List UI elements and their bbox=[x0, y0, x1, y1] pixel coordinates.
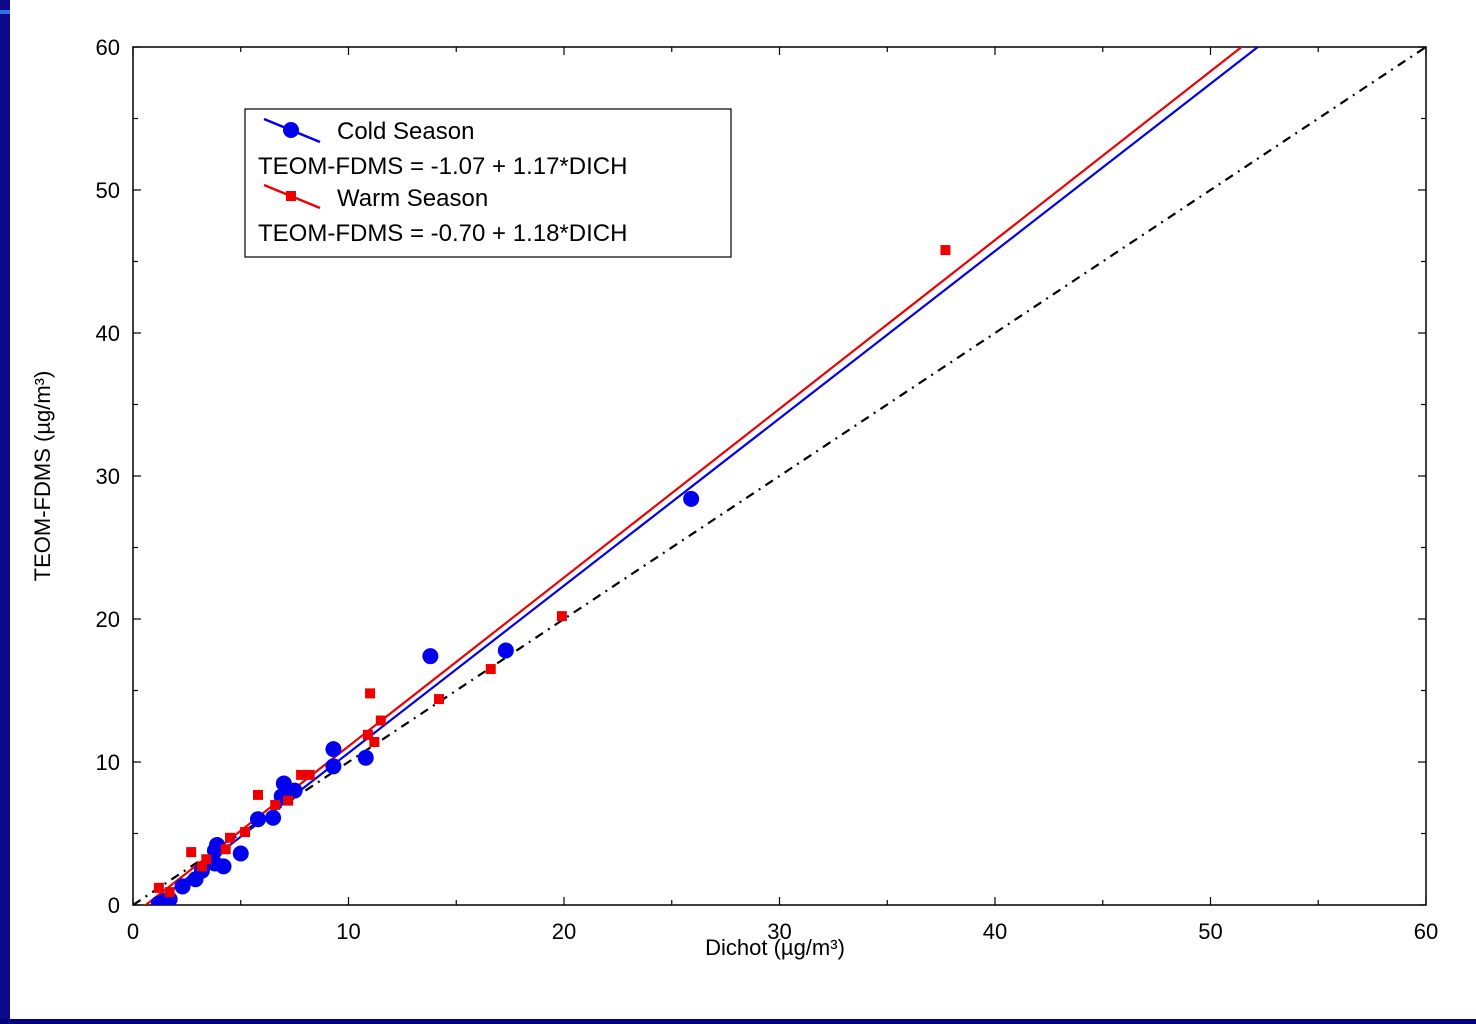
warm-season-point bbox=[362, 729, 373, 740]
scatter-chart: 0 10 20 30 40 50 60 0 10 20 30 40 50 60 Dichot (µg/m³… bbox=[30, 35, 1439, 960]
warm-season-point bbox=[270, 799, 281, 810]
slide-left-stripe bbox=[0, 0, 10, 1019]
warm-season-point bbox=[485, 664, 496, 675]
y-tick-label: 60 bbox=[96, 35, 120, 60]
x-tick-label: 10 bbox=[336, 919, 360, 944]
y-axis-label: TEOM-FDMS (µg/m³) bbox=[30, 371, 55, 582]
x-tick-label: 40 bbox=[983, 919, 1007, 944]
x-tick-label: 30 bbox=[767, 919, 791, 944]
cold-season-point bbox=[357, 749, 374, 766]
warm-season-point bbox=[153, 882, 164, 893]
legend-cold-label: Cold Season bbox=[337, 118, 474, 145]
warm-season-point bbox=[196, 861, 207, 872]
y-tick-label: 10 bbox=[96, 750, 120, 775]
x-tick-label: 0 bbox=[127, 919, 139, 944]
cold-season-point bbox=[422, 648, 439, 665]
fit-lines bbox=[133, 47, 1426, 905]
cold-season-point bbox=[215, 858, 232, 875]
x-tick-label: 50 bbox=[1198, 919, 1222, 944]
warm-season-point bbox=[375, 715, 386, 726]
slide-stripe-accent bbox=[0, 10, 10, 14]
legend-cold-marker bbox=[283, 122, 299, 138]
warm-season-point bbox=[365, 688, 376, 699]
cold-season-point bbox=[232, 845, 249, 862]
cold-season-point bbox=[265, 809, 282, 826]
legend-warm-equation: TEOM-FDMS = -0.70 + 1.18*DICH bbox=[258, 220, 627, 247]
y-tick-label: 50 bbox=[96, 178, 120, 203]
x-tick-label: 60 bbox=[1414, 919, 1438, 944]
cold-season-point bbox=[174, 878, 191, 895]
warm-season-point bbox=[164, 887, 175, 898]
warm-season-point bbox=[434, 694, 445, 705]
legend-warm-marker bbox=[286, 191, 296, 201]
fit-line-warm bbox=[143, 47, 1244, 905]
cold-season-point bbox=[286, 782, 303, 799]
legend-box bbox=[244, 108, 732, 258]
tick-labels: 0 10 20 30 40 50 60 0 10 20 30 40 50 60 bbox=[96, 35, 1439, 944]
cold-season-point bbox=[497, 642, 514, 659]
warm-season-point bbox=[556, 611, 567, 622]
warm-season-point bbox=[201, 854, 212, 865]
warm-season-point bbox=[369, 736, 380, 747]
cold-season-point bbox=[325, 741, 342, 758]
data-points bbox=[150, 245, 951, 905]
legend: Cold Season TEOM-FDMS = -1.07 + 1.17*DIC… bbox=[244, 108, 732, 258]
y-tick-label: 30 bbox=[96, 464, 120, 489]
x-tick-label: 20 bbox=[552, 919, 576, 944]
warm-season-point bbox=[220, 844, 231, 855]
warm-season-point bbox=[296, 769, 307, 780]
cold-season-point bbox=[683, 490, 700, 507]
warm-season-point bbox=[224, 832, 235, 843]
fit-line-cold bbox=[150, 47, 1260, 905]
y-tick-label: 40 bbox=[96, 321, 120, 346]
warm-season-point bbox=[940, 245, 951, 256]
one-to-one-line bbox=[133, 47, 1426, 905]
warm-season-point bbox=[304, 769, 315, 780]
axis-ticks bbox=[132, 46, 1427, 906]
warm-season-point bbox=[283, 795, 294, 806]
y-tick-label: 0 bbox=[108, 893, 120, 918]
warm-season-point bbox=[186, 847, 197, 858]
warm-season-point bbox=[240, 827, 251, 838]
x-axis-label: Dichot (µg/m³) bbox=[705, 935, 845, 960]
legend-warm-label: Warm Season bbox=[337, 185, 488, 212]
cold-season-point bbox=[325, 758, 342, 775]
legend-cold-equation: TEOM-FDMS = -1.07 + 1.17*DICH bbox=[258, 153, 627, 180]
warm-season-point bbox=[252, 789, 263, 800]
cold-season-point bbox=[249, 811, 266, 828]
y-tick-label: 20 bbox=[96, 607, 120, 632]
slide-canvas: 0 10 20 30 40 50 60 0 10 20 30 40 50 60 Dichot (µg/m³… bbox=[10, 0, 1476, 1019]
